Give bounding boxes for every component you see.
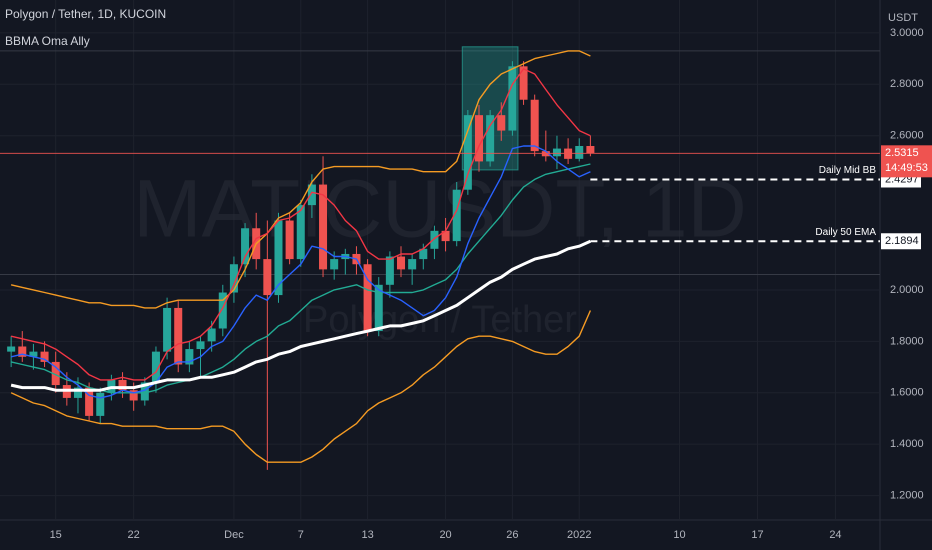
x-tick-label: 24 [829, 529, 841, 541]
candle-body [296, 205, 305, 260]
y-tick-label: 1.8000 [890, 335, 924, 347]
candle-body [419, 248, 428, 260]
x-tick-label: Dec [224, 529, 244, 541]
plot: Daily Mid BB Daily 50 EMA [0, 46, 880, 470]
y-tick-label: 2.8000 [890, 78, 924, 90]
y-tick-label: 3.0000 [890, 27, 924, 39]
candle-body [408, 259, 417, 270]
candle-body [163, 307, 172, 352]
y-tick-label: 1.6000 [890, 387, 924, 399]
currency: USDT [888, 12, 918, 24]
candle-body [85, 387, 94, 416]
candle-body [196, 341, 205, 350]
candle-body [29, 351, 38, 357]
candle-body [207, 328, 216, 342]
x-tick-label: 2022 [567, 529, 591, 541]
candle-body [140, 382, 149, 401]
candle-body [497, 115, 506, 131]
candle-body [7, 346, 16, 352]
candle-body [463, 115, 472, 190]
x-tick-label: 20 [439, 529, 451, 541]
indicator-line [10, 50, 591, 309]
candle-body [129, 390, 138, 401]
candle-body [397, 256, 406, 270]
candle-body [374, 284, 383, 332]
indicator-line [10, 239, 592, 392]
candle-body [330, 259, 339, 270]
candle-body [586, 146, 595, 154]
candle-body [51, 361, 60, 386]
candle-body [530, 99, 539, 152]
chart-title: Polygon / Tether, 1D, KUCOIN [5, 7, 166, 21]
x-tick-label: 26 [506, 529, 518, 541]
annotation-label: Daily 50 EMA [815, 227, 876, 238]
axes: 3.0000 2.8000 2.6000 2.0000 1.8000 1.6000 1.40… [50, 27, 932, 541]
y-tick-label: 2.0000 [890, 284, 924, 296]
x-tick-label: 17 [751, 529, 763, 541]
candle-body [486, 115, 495, 162]
candle-body [319, 184, 328, 270]
y-tick-label: 1.2000 [890, 489, 924, 501]
last-price-box [881, 145, 932, 178]
candle-body [385, 256, 394, 285]
annotation-value-box [881, 233, 921, 250]
candle-body [174, 307, 183, 365]
indicator-line [10, 68, 591, 381]
indicator-line [10, 310, 592, 463]
candle-body [218, 292, 227, 329]
y-tick-label: 1.4000 [890, 438, 924, 450]
candle-body [441, 230, 450, 242]
candle-body [96, 392, 105, 416]
candle-body [307, 184, 316, 206]
indicator-line [10, 163, 591, 394]
x-tick-label: 10 [673, 529, 685, 541]
candle-body [274, 220, 283, 296]
candle-body [263, 259, 272, 296]
indicator-line [10, 145, 591, 399]
candle-body [508, 66, 517, 131]
x-tick-label: 13 [361, 529, 373, 541]
x-tick-label: 15 [50, 529, 62, 541]
last-price: 2.5315 [885, 147, 919, 159]
indicator-name: BBMA Oma Ally [5, 34, 90, 48]
candle-body [118, 379, 127, 391]
x-tick-label: 7 [298, 529, 304, 541]
candle-body [241, 228, 250, 265]
candle-body [474, 115, 483, 162]
annotation-value: 2.1894 [885, 235, 919, 247]
candle-body [18, 346, 27, 357]
y-tick-label: 2.6000 [890, 130, 924, 142]
watermark: Polygon / Tether [303, 299, 577, 341]
candle-body [430, 230, 439, 249]
annotation-label: Daily Mid BB [819, 165, 877, 176]
candle-body [519, 66, 528, 100]
candle-body [452, 189, 461, 242]
candle-body [552, 148, 561, 157]
candle-body [363, 264, 372, 332]
candle-body [285, 220, 294, 260]
candle-body [229, 264, 238, 293]
countdown: 14:49:53 [885, 162, 928, 174]
candle-body [185, 349, 194, 365]
candle-body [151, 351, 160, 383]
candle-body [40, 351, 49, 362]
candle-body [73, 387, 82, 398]
candle-body [575, 146, 584, 159]
x-tick-label: 22 [128, 529, 140, 541]
